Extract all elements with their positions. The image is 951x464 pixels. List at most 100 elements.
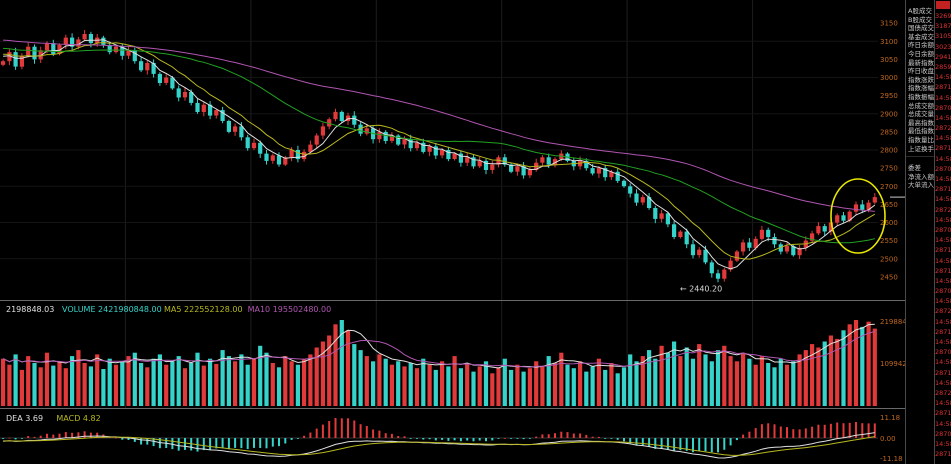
quote-strip-row[interactable]: 14:58 xyxy=(935,439,951,448)
quote-strip-row[interactable]: 2871 xyxy=(935,409,951,418)
svg-text:2500: 2500 xyxy=(880,255,898,263)
quote-strip-row[interactable]: 2870 xyxy=(935,164,951,173)
sidebar-label-16: 上证换手 xyxy=(908,144,934,153)
quote-strip-row[interactable]: 2871 xyxy=(935,266,951,275)
quote-strip-row[interactable]: 2870 xyxy=(935,287,951,296)
sidebar-flow-label-0: 委差 xyxy=(908,164,921,173)
quote-strip-row[interactable]: 14:58 xyxy=(935,419,951,428)
svg-text:MA10 195502480.00: MA10 195502480.00 xyxy=(248,305,332,314)
svg-text:DEA 3.69: DEA 3.69 xyxy=(6,414,43,423)
svg-text:VOLUME 2421980848.00: VOLUME 2421980848.00 xyxy=(62,305,162,314)
svg-text:3050: 3050 xyxy=(880,56,898,64)
quote-strip-row[interactable]: 2871 xyxy=(935,368,951,377)
quote-strip-row[interactable]: 2870 xyxy=(935,429,951,438)
quote-strip-row[interactable]: 3105 xyxy=(935,32,951,41)
svg-text:3150: 3150 xyxy=(880,20,898,28)
quote-strip-row[interactable]: 2872 xyxy=(935,307,951,316)
quote-strip-row[interactable]: 2872 xyxy=(935,388,951,397)
sidebar-label-8: 指数涨跌 xyxy=(908,75,934,84)
low-point-label: ← 2440.20 xyxy=(680,285,722,294)
svg-text:2850: 2850 xyxy=(880,128,898,136)
svg-text:2950: 2950 xyxy=(880,92,898,100)
quote-strip-row[interactable]: 2872 xyxy=(935,205,951,214)
macd-header: DEA 3.69 MACD 4.82 xyxy=(6,414,101,423)
quote-strip-row[interactable]: 14:58 xyxy=(935,378,951,387)
quote-strip-row[interactable]: 2870 xyxy=(935,225,951,234)
quote-strip-row[interactable]: 14:58 xyxy=(935,113,951,122)
quote-strip-row[interactable]: 14:58 xyxy=(935,338,951,346)
price-axis: 3150 3100 3050 3000 2950 2900 2850 2800 2750 2700… xyxy=(880,20,898,282)
macd-lines xyxy=(3,432,875,459)
ma-lines xyxy=(3,39,876,270)
chart-area[interactable]: 3150 3100 3050 3000 2950 2900 2850 2800 2750 2700… xyxy=(0,0,905,464)
quote-strip-row[interactable]: 14:58 xyxy=(935,317,951,326)
volume-bars xyxy=(1,320,877,406)
svg-text:2450: 2450 xyxy=(880,273,898,281)
volume-ma-lines xyxy=(2,323,875,369)
sidebar-flow-label-1: 净流入额 xyxy=(908,172,934,181)
quote-strip-row[interactable]: 2870 xyxy=(935,348,951,357)
quote-strip-row[interactable]: 14:58 xyxy=(935,236,951,245)
svg-text:MACD 4.82: MACD 4.82 xyxy=(56,414,100,423)
sidebar-label-11: 总成交额 xyxy=(908,101,934,110)
sidebar-flow-label-2: 大单流入 xyxy=(908,181,934,190)
quote-strip-row[interactable]: 2871 xyxy=(935,185,951,194)
quote-strip-row[interactable]: 2871 xyxy=(935,144,951,153)
svg-text:11.18: 11.18 xyxy=(880,414,900,422)
quote-strip-row[interactable]: 14:58 xyxy=(935,73,951,82)
quote-strip-row[interactable]: 2859 xyxy=(935,62,951,71)
quote-strip-row[interactable]: 14:58 xyxy=(935,134,951,143)
svg-text:2800: 2800 xyxy=(880,147,898,155)
quote-strip-row[interactable]: 3187 xyxy=(935,22,951,31)
svg-text:2900: 2900 xyxy=(880,110,898,118)
quote-strip-row[interactable]: 3023 xyxy=(935,42,951,51)
svg-text:3100: 3100 xyxy=(880,38,898,46)
sidebar-label-12: 总成交量 xyxy=(908,110,934,119)
svg-text:2750: 2750 xyxy=(880,165,898,173)
svg-text:3000: 3000 xyxy=(880,74,898,82)
sidebar-label-14: 最低指数 xyxy=(908,127,934,136)
volume-axis: 2198848 1099424 xyxy=(880,318,905,368)
svg-text:2600: 2600 xyxy=(880,219,898,227)
svg-text:2700: 2700 xyxy=(880,183,898,191)
sidebar-label-0: A股成交 xyxy=(908,7,932,15)
svg-text:2198848: 2198848 xyxy=(880,318,905,326)
svg-text:-11.18: -11.18 xyxy=(880,455,903,463)
quote-strip-row[interactable]: 14:58 xyxy=(935,297,951,306)
svg-text:1099424: 1099424 xyxy=(880,360,905,368)
strip-header-block xyxy=(936,1,950,9)
svg-text:2550: 2550 xyxy=(880,237,898,245)
quote-strip-row[interactable]: 3269 xyxy=(935,12,951,20)
quote-strip-row[interactable]: 2941 xyxy=(935,52,951,61)
quote-strip-row[interactable]: 2872 xyxy=(935,124,951,133)
quote-strip-row[interactable]: 14:58 xyxy=(935,93,951,102)
sidebar-label-2: 国债成交 xyxy=(908,24,934,33)
quote-strip-row[interactable]: 14:58 xyxy=(935,175,951,183)
svg-text:MA5 222552128.00: MA5 222552128.00 xyxy=(164,305,243,314)
quote-strip-row[interactable]: 14:58 xyxy=(935,215,951,224)
svg-text:0.00: 0.00 xyxy=(880,435,896,443)
market-info-sidebar: A股成交 B股成交 国债成交 基金成交 昨日余额 今日余额 最新指数 昨日收盘 指数涨跌 指数涨幅… xyxy=(905,0,934,464)
svg-text:2198848.03: 2198848.03 xyxy=(6,305,54,314)
sidebar-label-3: 基金成交 xyxy=(908,32,934,41)
quote-strip-row[interactable]: 2871 xyxy=(935,83,951,92)
quote-strip-row[interactable]: 14:58 xyxy=(935,276,951,285)
quote-strip-row[interactable]: 2870 xyxy=(935,103,951,112)
quote-strip-row[interactable]: 14:58 xyxy=(935,256,951,265)
sidebar-label-15: 指数量比 xyxy=(908,135,934,144)
yellow-circle-annotation xyxy=(830,178,886,254)
quote-strip-row[interactable]: 2871 xyxy=(935,246,951,255)
quote-strip-row[interactable]: 14:58 xyxy=(935,154,951,163)
chart-svg[interactable]: 3150 3100 3050 3000 2950 2900 2850 2800 2750 2700… xyxy=(0,0,905,464)
sidebar-label-1: B股成交 xyxy=(908,15,932,24)
quote-strip-row[interactable]: 14:58 xyxy=(935,358,951,367)
quote-strip-row[interactable]: 2871 xyxy=(935,450,951,459)
sidebar-label-4: 昨日余额 xyxy=(908,41,934,50)
quote-strip-row[interactable]: 14:58 xyxy=(935,195,951,204)
quote-strip-row[interactable]: 14:58 xyxy=(935,399,951,408)
sidebar-label-6: 最新指数 xyxy=(908,58,934,67)
sidebar-label-9: 指数涨幅 xyxy=(908,84,934,93)
quote-strip[interactable]: 32693187310530232941285914:58287114:5828… xyxy=(934,0,951,464)
volume-header: 2198848.03 VOLUME 2421980848.00 MA5 222552… xyxy=(6,305,331,314)
quote-strip-row[interactable]: 2871 xyxy=(935,327,951,336)
